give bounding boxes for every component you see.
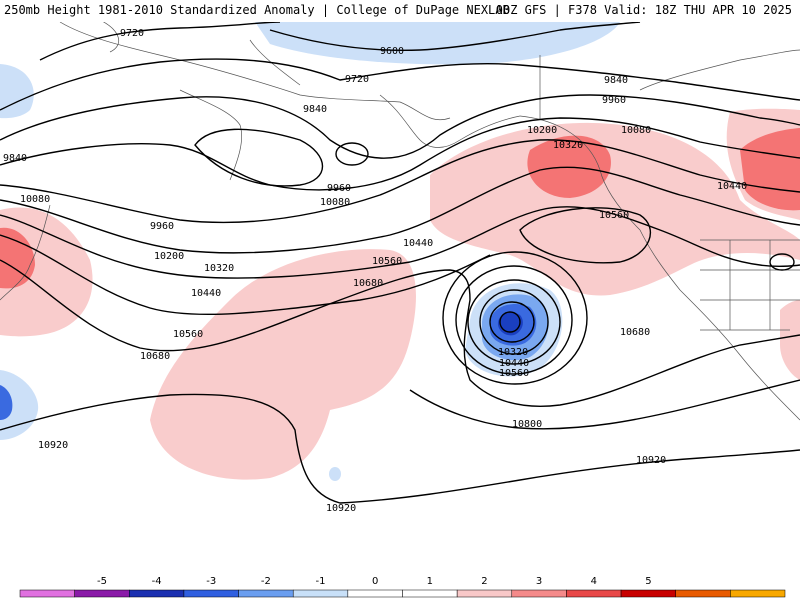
contour-label: 9840 (3, 153, 27, 164)
contour-label: 10560 (173, 329, 203, 340)
colorbar-box (129, 589, 185, 598)
contour-label: 10560 (599, 210, 629, 221)
colorbar-tick-label: 5 (645, 576, 651, 587)
contour-label: 10080 (320, 197, 350, 208)
colorbar-box (511, 589, 567, 598)
colorbar-box (402, 589, 458, 598)
contour-label: 10560 (372, 256, 402, 267)
negative-anomaly-west (0, 64, 34, 119)
colorbar-box (456, 589, 513, 598)
header: 250mb Height 1981-2010 Standardized Anom… (0, 0, 800, 20)
contour-label: 9840 (604, 75, 628, 86)
contour-label: 10080 (621, 125, 651, 136)
colorbar-box (675, 589, 731, 598)
colorbar-box (292, 589, 349, 598)
contour-label: 9720 (120, 28, 144, 39)
contour-label: 10680 (620, 327, 650, 338)
colorbar-boxes (19, 589, 786, 598)
contour-label: 9960 (602, 95, 626, 106)
positive-anomaly-southeast (780, 300, 800, 380)
colorbar-tick-label: -5 (97, 576, 107, 587)
model-valid-time: 00Z GFS | F378 Valid: 18Z THU APR 10 202… (495, 3, 792, 17)
colorbar-box (238, 589, 294, 598)
colorbar-box (347, 589, 403, 598)
positive-anomaly-southcentral (150, 249, 416, 480)
contour-label: 9840 (303, 104, 327, 115)
negative-anomaly-southwest-core (0, 385, 13, 420)
contour-label: 9960 (150, 221, 174, 232)
colorbar-tick-label: -3 (206, 576, 216, 587)
contour-label: 10080 (20, 194, 50, 205)
negative-anomaly-small (329, 467, 341, 481)
contour-label: 10680 (353, 278, 383, 289)
contour-label: 10320 (204, 263, 234, 274)
contour-label: 10320 (553, 140, 583, 151)
contour-label: 10440 (717, 181, 747, 192)
contour-label: 9960 (327, 183, 351, 194)
colorbar-tick-label: 1 (427, 576, 433, 587)
map-canvas: 9720 9600 9720 9840 9840 9840 9960 9960 … (0, 22, 800, 514)
colorbar-tick-label: 0 (372, 576, 378, 587)
colorbar-box (566, 589, 622, 598)
colorbar-tick-label: -2 (261, 576, 271, 587)
colorbar: -5 -4 -3 -2 -1 0 1 2 3 4 5 (19, 576, 786, 598)
coastlines (0, 22, 800, 421)
anomaly-shading (0, 22, 800, 481)
colorbar-box (183, 589, 239, 598)
map-title: 250mb Height 1981-2010 Standardized Anom… (4, 3, 510, 17)
contour-labels: 9720 9600 9720 9840 9840 9840 9960 9960 … (3, 28, 747, 514)
colorbar-box (19, 589, 75, 598)
colorbar-tick-label: 4 (591, 576, 597, 587)
colorbar-box (730, 589, 786, 598)
height-contours (0, 22, 800, 504)
contour-label: 10560 (499, 368, 529, 379)
colorbar-tick-label: 3 (536, 576, 542, 587)
colorbar-tick-label: 2 (481, 576, 487, 587)
contour-label: 10200 (154, 251, 184, 262)
contour-label: 10920 (636, 455, 666, 466)
contour-label: 10680 (140, 351, 170, 362)
negative-anomaly-north (255, 22, 620, 65)
contour-label: 10440 (403, 238, 433, 249)
colorbar-tick-label: -4 (152, 576, 162, 587)
contour-label: 10920 (38, 440, 68, 451)
contour-label: 10800 (512, 419, 542, 430)
contour-label: 9600 (380, 46, 404, 57)
colorbar-tick-label: -1 (316, 576, 326, 587)
colorbar-box (620, 589, 676, 598)
colorbar-box (74, 589, 130, 598)
colorbar-ticks: -5 -4 -3 -2 -1 0 1 2 3 4 5 (97, 576, 652, 587)
contour-label: 10440 (191, 288, 221, 299)
contour-label: 10920 (326, 503, 356, 514)
contour-label: 10200 (527, 125, 557, 136)
contour-label: 10320 (498, 347, 528, 358)
contour-label: 9720 (345, 74, 369, 85)
contour-label: 10440 (499, 358, 529, 369)
